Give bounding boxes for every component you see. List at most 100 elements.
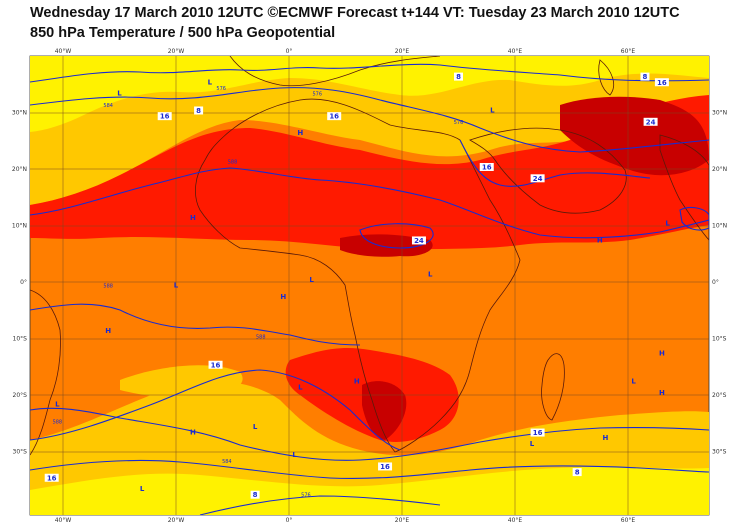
isotherm-label: 24 — [411, 236, 426, 245]
temp-band-yellow-south — [30, 467, 709, 515]
isotherm-label-text: 8 — [253, 491, 258, 499]
isotherm-label-text: 8 — [643, 73, 648, 81]
right-lat-tick: 30°N — [712, 110, 727, 117]
coastline-south-america — [30, 289, 61, 456]
isotherm-label-box — [44, 473, 59, 482]
isotherm-label-text: 24 — [414, 237, 424, 245]
contour-low-sahel — [359, 223, 434, 249]
high-pressure-label: H — [597, 236, 603, 244]
isotherm-label-box — [208, 360, 223, 369]
temp-band-darkred-sahel — [340, 234, 433, 257]
low-pressure-label: L — [428, 270, 433, 278]
geopotential-label: 588 — [53, 419, 63, 425]
geopotential-contours — [30, 63, 709, 515]
pressure-labels: L L H L H L H L L L H H H L H L H L H L H L L L — [55, 78, 670, 493]
isotherm-label: 16 — [530, 428, 545, 437]
temp-band-gold-atlantic — [120, 365, 243, 399]
isotherm-label-text: 16 — [533, 429, 543, 437]
isotherm-label-text: 16 — [47, 474, 57, 482]
contour-576-south — [199, 495, 441, 515]
forecast-map: 40°W 20°W 0° 20°E 40°E 60°E 40°W 20°W 0° 20°E 40°E… — [12, 48, 727, 524]
isotherm-label: 16 — [44, 473, 59, 482]
coastline-africa — [195, 98, 521, 453]
low-pressure-label: L — [490, 107, 495, 115]
left-lat-tick: 20°S — [13, 392, 28, 399]
isotherm-label-text: 8 — [196, 107, 201, 115]
isotherm-label-text: 16 — [657, 79, 667, 87]
isotherm-label: 8 — [454, 72, 463, 81]
top-lon-tick: 20°E — [395, 48, 410, 55]
isotherm-label-text: 8 — [575, 469, 580, 477]
isotherm-label-box — [194, 106, 204, 115]
right-lat-tick: 10°N — [712, 223, 727, 230]
low-pressure-label: L — [174, 282, 179, 290]
isotherm-label-box — [572, 468, 582, 477]
isotherm-label-box — [411, 236, 426, 245]
isotherm-label-text: 8 — [456, 73, 461, 81]
geopotential-label: 576 — [301, 493, 311, 499]
geopotential-label: 584 — [103, 103, 113, 109]
contour-588-south — [30, 303, 361, 346]
isotherm-label: 8 — [250, 490, 260, 499]
graticule — [30, 56, 709, 515]
right-lat-tick: 10°S — [712, 336, 727, 343]
coastline-caspian — [598, 59, 614, 96]
map-subtitle: 850 hPa Temperature / 500 hPa Geopotenti… — [30, 25, 336, 41]
coastline-india — [659, 134, 709, 241]
low-pressure-label: L — [208, 78, 213, 86]
left-lat-tick: 0° — [20, 279, 27, 286]
isotherm-label-box — [530, 428, 545, 437]
axis-ticks: 40°W 20°W 0° 20°E 40°E 60°E 40°W 20°W 0° 20°E 40°E… — [12, 48, 727, 524]
isotherm-label-box — [479, 163, 494, 171]
coastline-europe — [229, 56, 441, 87]
map-title: Wednesday 17 March 2010 12UTC ©ECMWF For… — [30, 5, 680, 21]
high-pressure-label: H — [297, 129, 303, 137]
isotherm-label-box — [640, 72, 650, 81]
coastline-madagascar — [541, 353, 565, 421]
isotherm-label: 16 — [208, 360, 223, 369]
contour-588-north — [30, 167, 709, 239]
isotherm-label: 8 — [572, 468, 582, 477]
high-pressure-label: H — [659, 349, 665, 357]
left-lat-tick: 10°N — [12, 223, 27, 230]
isotherm-label-box — [378, 462, 393, 471]
low-pressure-label: L — [292, 451, 297, 459]
low-pressure-label: L — [140, 485, 145, 493]
isotherm-label: 16 — [654, 78, 669, 87]
bottom-lon-tick: 60°E — [621, 517, 636, 524]
high-pressure-label: H — [190, 214, 196, 222]
isotherm-label-box — [327, 112, 342, 121]
low-pressure-label: L — [55, 400, 60, 408]
bottom-lon-tick: 40°E — [508, 517, 523, 524]
contour-584-north — [30, 87, 709, 153]
contour-labels: 8 8 8 16 16 16 16 16 16 16 16 24 24 24 8 8 584 576 576 576 5… — [44, 72, 669, 499]
high-pressure-label: H — [354, 378, 360, 386]
contour-588-south-2 — [30, 407, 709, 461]
geopotential-label: 588 — [256, 335, 266, 341]
geopotential-label: 584 — [222, 459, 232, 465]
isotherm-label-box — [654, 78, 669, 87]
isotherm-label-box — [454, 72, 463, 81]
contour-isotherm-16-south — [30, 369, 401, 451]
top-lon-tick: 60°E — [621, 48, 636, 55]
isotherm-label: 8 — [194, 106, 204, 115]
isotherm-label-text: 16 — [211, 361, 221, 369]
right-lat-tick: 20°N — [712, 166, 727, 173]
top-lon-tick: 20°W — [168, 48, 185, 55]
isotherm-label-text: 16 — [160, 113, 170, 121]
isotherm-label-text: 24 — [646, 118, 656, 126]
top-lon-tick: 40°E — [508, 48, 523, 55]
high-pressure-label: H — [659, 389, 665, 397]
isotherm-label: 16 — [157, 112, 172, 121]
contour-576-north — [30, 63, 709, 83]
low-pressure-label: L — [665, 220, 670, 228]
isotherm-label: 16 — [378, 462, 393, 471]
isotherm-label-box — [157, 112, 172, 121]
isotherm-label-box — [530, 174, 545, 183]
high-pressure-label: H — [280, 293, 286, 301]
low-pressure-label: L — [631, 378, 636, 386]
low-pressure-label: L — [117, 90, 122, 98]
isotherm-label-text: 24 — [533, 175, 543, 183]
isotherm-label: 16 — [479, 163, 494, 172]
isotherm-label-text: 16 — [482, 164, 492, 172]
